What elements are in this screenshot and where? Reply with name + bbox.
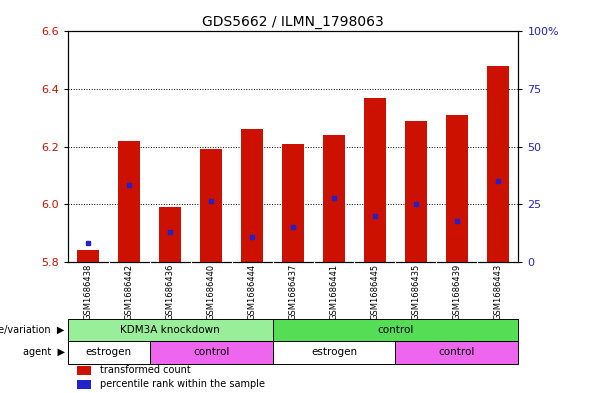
Bar (77, 250, 100, 262)
Text: genotype/variation  ▶: genotype/variation ▶ (0, 325, 65, 335)
Text: GSM1686442: GSM1686442 (125, 263, 134, 320)
Text: GSM1686435: GSM1686435 (411, 263, 421, 320)
Text: GSM1686436: GSM1686436 (166, 263, 175, 320)
Text: agent  ▶: agent ▶ (23, 347, 65, 357)
Text: percentile rank within the sample: percentile rank within the sample (100, 379, 265, 389)
Bar (282, 144, 305, 262)
Bar (395, 341, 518, 364)
Text: control: control (439, 347, 475, 357)
Text: GSM1686440: GSM1686440 (207, 263, 216, 320)
Bar (405, 121, 427, 262)
Title: GDS5662 / ILMN_1798063: GDS5662 / ILMN_1798063 (202, 15, 384, 29)
Bar (323, 135, 345, 262)
Bar (241, 129, 263, 262)
Text: GSM1686437: GSM1686437 (289, 263, 297, 320)
Bar (487, 66, 509, 262)
Text: estrogen: estrogen (311, 347, 357, 357)
Bar (118, 141, 140, 262)
Text: GSM1686444: GSM1686444 (247, 263, 257, 320)
Text: GSM1686441: GSM1686441 (329, 263, 339, 320)
Bar (200, 149, 223, 262)
Text: estrogen: estrogen (85, 347, 132, 357)
Bar (273, 319, 518, 341)
Text: GSM1686443: GSM1686443 (494, 263, 502, 320)
Bar (363, 97, 386, 262)
Bar (273, 341, 395, 364)
Bar (68, 341, 150, 364)
Text: GSM1686445: GSM1686445 (370, 263, 379, 320)
Text: GSM1686438: GSM1686438 (84, 263, 92, 320)
Bar (77, 366, 91, 375)
Text: GSM1686439: GSM1686439 (452, 263, 461, 320)
Text: control: control (377, 325, 413, 335)
Bar (159, 207, 181, 262)
Text: control: control (193, 347, 229, 357)
Bar (446, 115, 468, 262)
Bar (150, 341, 273, 364)
Text: transformed count: transformed count (100, 365, 191, 375)
Text: KDM3A knockdown: KDM3A knockdown (120, 325, 220, 335)
Bar (68, 319, 273, 341)
Bar (77, 380, 91, 389)
